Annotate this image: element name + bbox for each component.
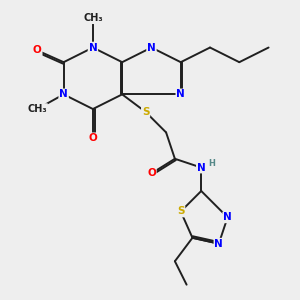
Text: CH₃: CH₃ (83, 13, 103, 23)
Text: N: N (223, 212, 232, 222)
Text: N: N (176, 89, 185, 99)
Text: H: H (208, 159, 215, 168)
Text: N: N (88, 43, 97, 52)
Text: S: S (177, 206, 184, 217)
Text: O: O (33, 46, 42, 56)
Text: CH₃: CH₃ (28, 104, 47, 114)
Text: O: O (147, 168, 156, 178)
Text: N: N (59, 89, 68, 99)
Text: N: N (197, 163, 206, 172)
Text: S: S (142, 107, 149, 117)
Text: N: N (214, 239, 223, 249)
Text: O: O (88, 133, 97, 143)
Text: N: N (147, 43, 156, 52)
